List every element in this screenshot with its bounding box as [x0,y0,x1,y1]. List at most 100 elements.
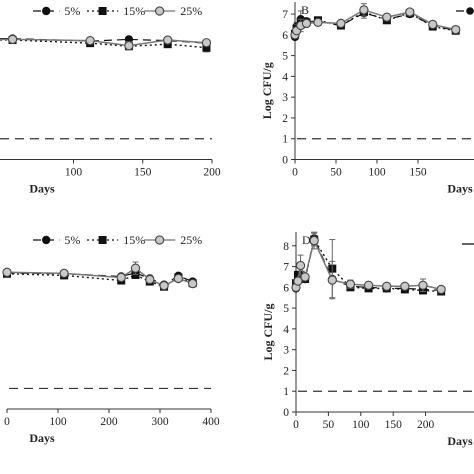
data-point [293,276,303,286]
y-tick-label: 7 [283,262,289,274]
data-point [159,281,169,291]
y-tick-label: 1 [282,134,288,146]
series-line [294,11,456,35]
series-25pct [0,34,212,51]
legend-marker [154,6,165,16]
data-point [327,275,337,285]
panel-letter: D [302,233,311,247]
y-tick-label: 3 [282,92,288,104]
y-tick-label: 7 [282,9,288,21]
legend-label: 5% [64,233,80,247]
x-tick-label: 100 [368,167,386,179]
x-tick-label: 300 [151,416,169,428]
data-point [85,36,95,46]
data-point [187,278,198,289]
data-point [116,272,126,283]
legend-label: 15% [123,233,145,247]
series-line [6,273,193,288]
legend-partial [456,7,474,15]
legend-marker [42,235,51,245]
x-tick-label: 100 [65,167,83,179]
legend-marker [42,6,51,16]
data-point [382,281,392,291]
series-25pct [2,261,198,291]
panel-d: 0 1 2 3 4 5 6 7 8 Log CFU/g 0 50 100 150 200 Days D [261,231,474,448]
data-point [145,274,155,285]
y-tick-label: 5 [283,303,289,315]
y-tick-label: 4 [283,324,289,336]
legend-label: 25% [180,233,202,247]
y-tick-label: 6 [283,282,289,294]
data-point [201,38,212,48]
x-tick-label: 400 [202,416,220,428]
data-point [345,279,356,289]
legend-label: 25% [180,4,202,18]
y-axis-title: Log CFU/g [260,62,274,119]
panel-a: 100 150 200 Days 5% 15% 25% [0,4,221,196]
y-tick-label: 2 [282,113,288,125]
legend-marker [98,235,107,244]
panel-c: 0 100 200 300 400 Days 5% 15% 25% [2,233,220,445]
y-tick-label: 0 [283,407,289,419]
data-point [301,18,312,29]
data-point [130,263,141,273]
data-point [313,17,323,28]
series-25pct [291,231,446,300]
x-tick-label: 100 [352,419,370,431]
x-tick-label: 150 [409,167,427,179]
data-point [428,19,438,30]
data-point [436,284,446,295]
y-tick-label: 0 [282,155,288,167]
data-point [59,268,69,278]
x-tick-label: 100 [49,416,67,428]
data-point [405,7,415,17]
legend-label: 15% [123,4,145,18]
data-point [359,5,369,15]
data-point [2,267,12,277]
x-tick-label: 0 [4,416,10,428]
x-axis-title: Days [29,431,55,445]
x-axis-title: Days [29,182,55,196]
x-tick-label: 200 [417,419,435,431]
legend-label: 5% [64,4,80,18]
x-tick-label: 0 [292,167,298,179]
legend: 5% 15% 25% [33,4,202,18]
data-point [173,273,184,284]
y-tick-label: 8 [283,241,289,253]
y-tick-label: 6 [282,30,288,42]
x-tick-label: 50 [323,419,335,431]
y-tick-label: 5 [282,51,288,63]
data-point [7,34,18,45]
data-point [451,24,461,35]
x-tick-label: 200 [100,416,118,428]
data-point [300,272,310,282]
legend-marker [466,7,474,15]
x-tick-label: 150 [385,419,403,431]
panel-b: 0 1 2 3 4 5 6 7 Log CFU/g 0 50 100 150 Days B [260,2,474,196]
x-tick-label: 150 [134,167,152,179]
panel-letter: B [301,3,309,17]
data-point [382,12,392,22]
legend-marker [154,235,165,245]
data-point [363,280,374,290]
legend: 5% 15% 25% [33,233,202,247]
x-tick-label: 200 [203,167,221,179]
y-axis-title: Log CFU/g [261,304,275,361]
y-tick-label: 1 [283,386,289,398]
series-25pct [290,3,461,40]
x-tick-label: 50 [330,167,342,179]
x-axis-title: Days [447,182,473,196]
data-point [336,18,346,29]
y-tick-label: 2 [283,365,289,377]
series-line [0,38,207,47]
x-axis-title: Days [447,434,473,448]
legend-marker [98,7,107,15]
data-point [295,260,306,271]
data-point [309,235,319,246]
data-point [124,40,134,51]
y-tick-label: 4 [282,71,288,83]
data-point [163,35,173,45]
x-tick-label: 0 [293,419,299,431]
y-tick-label: 3 [283,345,289,357]
